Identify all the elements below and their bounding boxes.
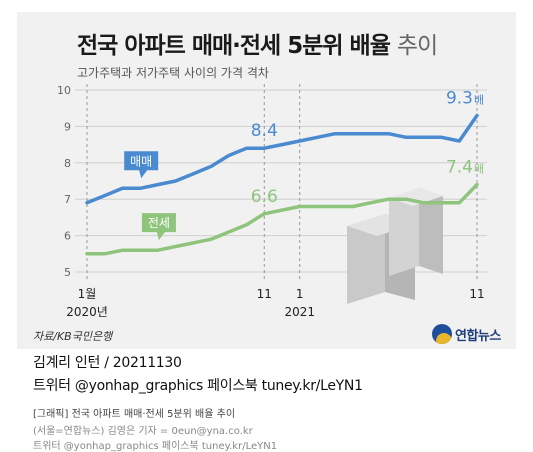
x-tick-label: 11 (469, 287, 484, 301)
yonhap-logo: 연합뉴스 (432, 324, 501, 344)
yonhap-logo-text: 연합뉴스 (455, 328, 501, 344)
building-illustration (419, 188, 443, 274)
y-tick-label: 9 (64, 120, 71, 133)
chart-title-light: 추이 (396, 33, 438, 59)
data-label: 6.6 (251, 187, 278, 207)
x-year-label: 2021 (284, 305, 315, 319)
series-tag-label: 매매 (130, 154, 152, 168)
chart-graphic: 5 6 7 8 9 10 1월 11 1 11 2020년 2021 매매 8.4 9.3 배 전세 6.6 7.4… (17, 12, 516, 349)
building-illustration (347, 214, 385, 304)
data-label-unit: 배 (474, 93, 484, 106)
series-line-전세 (85, 182, 479, 256)
building-illustration (389, 188, 419, 276)
series-tag-label: 전세 (148, 216, 170, 230)
y-tick-label: 10 (57, 84, 71, 97)
chart-title: 전국 아파트 매매·전세 5분위 배율 추이 (77, 26, 438, 60)
building-illustration (389, 188, 443, 206)
series-tag-box (124, 151, 159, 179)
chart-title-bold: 전국 아파트 매매·전세 5분위 배율 (77, 33, 391, 59)
x-tick-label: 11 (257, 287, 272, 301)
x-tick-label: 1월 (78, 287, 97, 301)
y-tick-label: 7 (64, 193, 71, 206)
credit-line-2: (서울=연합뉴스) 김영은 기자 = 0eun@yna.co.kr (33, 426, 253, 437)
source-note: 자료/KB국민은행 (33, 330, 113, 343)
series-tag-매매: 매매 (124, 151, 159, 179)
series-tag-box (141, 213, 176, 241)
data-label-unit: 배 (474, 163, 484, 176)
footer-social: 트위터 @yonhap_graphics 페이스북 tuney.kr/LeYN1 (33, 378, 363, 394)
footer-byline: 김계리 인턴 / 20211130 (33, 355, 182, 371)
credit-line-1: [그래픽] 전국 아파트 매매·전세 5분위 배율 추이 (33, 409, 236, 420)
y-tick-label: 8 (64, 157, 71, 170)
yonhap-logo-icon (432, 324, 452, 344)
y-tick-label: 5 (64, 266, 71, 279)
chart-subtitle: 고가주택과 저가주택 사이의 가격 격차 (77, 66, 269, 80)
credit-line-3: 트위터 @yonhap_graphics 페이스북 tuney.kr/LeYN1 (33, 441, 278, 452)
x-year-label: 2020년 (66, 305, 108, 319)
x-tick-label: 1 (296, 287, 304, 301)
data-label: 7.4 (446, 158, 473, 178)
data-label: 9.3 (446, 88, 473, 108)
series-line-매매 (85, 113, 479, 205)
series-tag-전세: 전세 (141, 213, 176, 241)
y-tick-label: 6 (64, 230, 71, 243)
data-label: 8.4 (251, 121, 278, 141)
